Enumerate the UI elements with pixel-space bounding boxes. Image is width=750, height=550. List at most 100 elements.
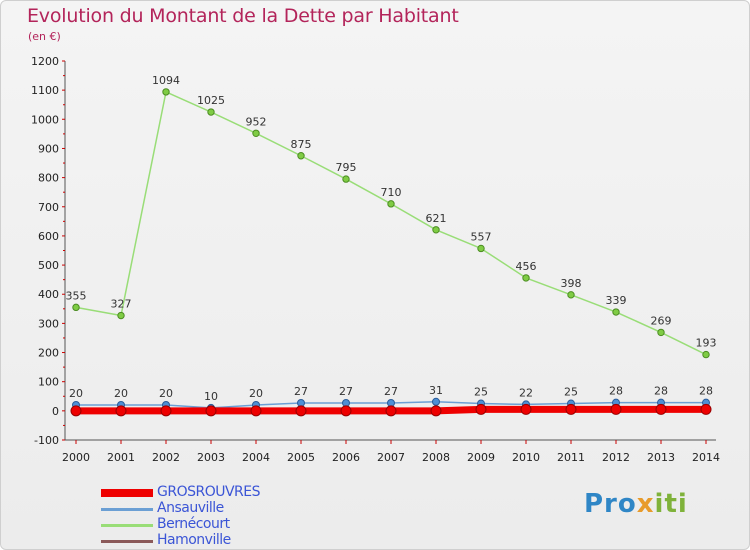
- x-tick-label: 2014: [692, 451, 720, 464]
- x-tick-label: 2009: [467, 451, 495, 464]
- x-tick-label: 2006: [332, 451, 360, 464]
- data-point-bern-court: [387, 200, 395, 208]
- legend-swatch: [101, 489, 153, 497]
- legend-item: Ansauville: [101, 500, 361, 517]
- data-label: 327: [111, 298, 132, 311]
- x-tick-label: 2003: [197, 451, 225, 464]
- chart-subtitle: (en €): [28, 30, 61, 43]
- data-label: 27: [294, 385, 308, 398]
- data-point-bern-court: [297, 152, 305, 160]
- data-point-grosrouvres: [160, 405, 172, 417]
- data-label: 10: [204, 390, 218, 403]
- data-point-ansauville: [432, 397, 440, 406]
- data-point-grosrouvres: [610, 403, 622, 415]
- legend-item: Hamonville: [101, 532, 361, 549]
- data-label: 269: [651, 314, 672, 327]
- data-label: 20: [159, 387, 173, 400]
- y-tick-label: 600: [38, 230, 59, 243]
- logo-part-3: iti: [654, 489, 688, 519]
- y-tick-label: 800: [38, 172, 59, 185]
- data-point-grosrouvres: [115, 405, 127, 417]
- data-point-grosrouvres: [385, 405, 397, 417]
- data-label: 28: [654, 385, 668, 398]
- data-point-grosrouvres: [205, 405, 217, 417]
- x-tick-label: 2011: [557, 451, 585, 464]
- data-label: 398: [561, 277, 582, 290]
- y-tick-label: 1000: [31, 113, 59, 126]
- data-point-grosrouvres: [565, 403, 577, 415]
- data-label: 27: [384, 385, 398, 398]
- data-point-bern-court: [207, 108, 215, 116]
- y-tick-label: -100: [34, 434, 59, 447]
- data-label: 25: [564, 386, 578, 399]
- data-label: 20: [114, 387, 128, 400]
- data-point-grosrouvres: [700, 403, 712, 415]
- data-point-grosrouvres: [475, 403, 487, 415]
- data-label: 193: [696, 337, 717, 350]
- data-label: 20: [69, 387, 83, 400]
- data-label: 795: [336, 161, 357, 174]
- data-label: 28: [609, 385, 623, 398]
- legend-swatch: [101, 540, 153, 543]
- data-point-bern-court: [252, 129, 260, 138]
- data-label: 22: [519, 386, 533, 399]
- data-label: 355: [66, 289, 87, 302]
- data-label: 710: [381, 186, 402, 199]
- data-point-bern-court: [522, 274, 530, 282]
- y-tick-label: 0: [52, 405, 59, 418]
- data-point-grosrouvres: [70, 405, 82, 417]
- x-tick-label: 2001: [107, 451, 135, 464]
- legend-label: Ansauville: [157, 500, 224, 516]
- data-point-grosrouvres: [520, 403, 532, 415]
- data-point-grosrouvres: [250, 405, 262, 417]
- x-tick-label: 2000: [62, 451, 90, 464]
- x-tick-label: 2013: [647, 451, 675, 464]
- data-label: 27: [339, 385, 353, 398]
- data-label: 1094: [152, 74, 180, 87]
- legend-item: GROSROUVRES: [101, 484, 361, 501]
- chart-title: Evolution du Montant de la Dette par Hab…: [27, 5, 459, 27]
- data-label: 20: [249, 387, 263, 400]
- data-point-bern-court: [702, 350, 710, 359]
- data-label: 28: [699, 385, 713, 398]
- y-tick-label: 400: [38, 288, 59, 301]
- logo-part-1: Pro: [584, 489, 637, 519]
- y-tick-label: 200: [38, 347, 59, 360]
- x-tick-label: 2008: [422, 451, 450, 464]
- data-point-grosrouvres: [340, 405, 352, 417]
- x-tick-label: 2007: [377, 451, 405, 464]
- legend-label: GROSROUVRES: [157, 484, 261, 500]
- data-label: 557: [471, 230, 492, 243]
- data-point-grosrouvres: [295, 405, 307, 417]
- legend-swatch: [101, 524, 153, 527]
- y-tick-label: 500: [38, 259, 59, 272]
- data-point-bern-court: [477, 244, 485, 253]
- data-label: 31: [429, 384, 443, 397]
- series-line-bern-court: [75, 91, 707, 356]
- legend-label: Bernécourt: [157, 516, 230, 532]
- data-point-bern-court: [117, 311, 125, 320]
- data-point-grosrouvres: [430, 405, 442, 417]
- legend-item: Bernécourt: [101, 516, 361, 533]
- y-tick-label: 900: [38, 142, 59, 155]
- x-tick-label: 2010: [512, 451, 540, 464]
- y-tick-label: 1100: [31, 84, 59, 97]
- data-label: 456: [516, 260, 537, 273]
- data-point-bern-court: [657, 328, 665, 337]
- y-tick-label: 700: [38, 201, 59, 214]
- data-label: 25: [474, 386, 488, 399]
- data-point-bern-court: [432, 226, 440, 234]
- x-tick-label: 2012: [602, 451, 630, 464]
- legend: GROSROUVRES Ansauville Bernécourt Hamonvill…: [101, 484, 361, 549]
- logo-part-2: x: [636, 489, 655, 519]
- data-label: 621: [426, 212, 447, 225]
- data-point-bern-court: [567, 291, 575, 299]
- y-tick-label: 100: [38, 376, 59, 389]
- y-tick-label: 1200: [31, 55, 59, 68]
- legend-swatch: [101, 508, 153, 511]
- data-point-bern-court: [162, 88, 170, 96]
- legend-label: Hamonville: [157, 532, 231, 548]
- data-point-grosrouvres: [655, 403, 667, 415]
